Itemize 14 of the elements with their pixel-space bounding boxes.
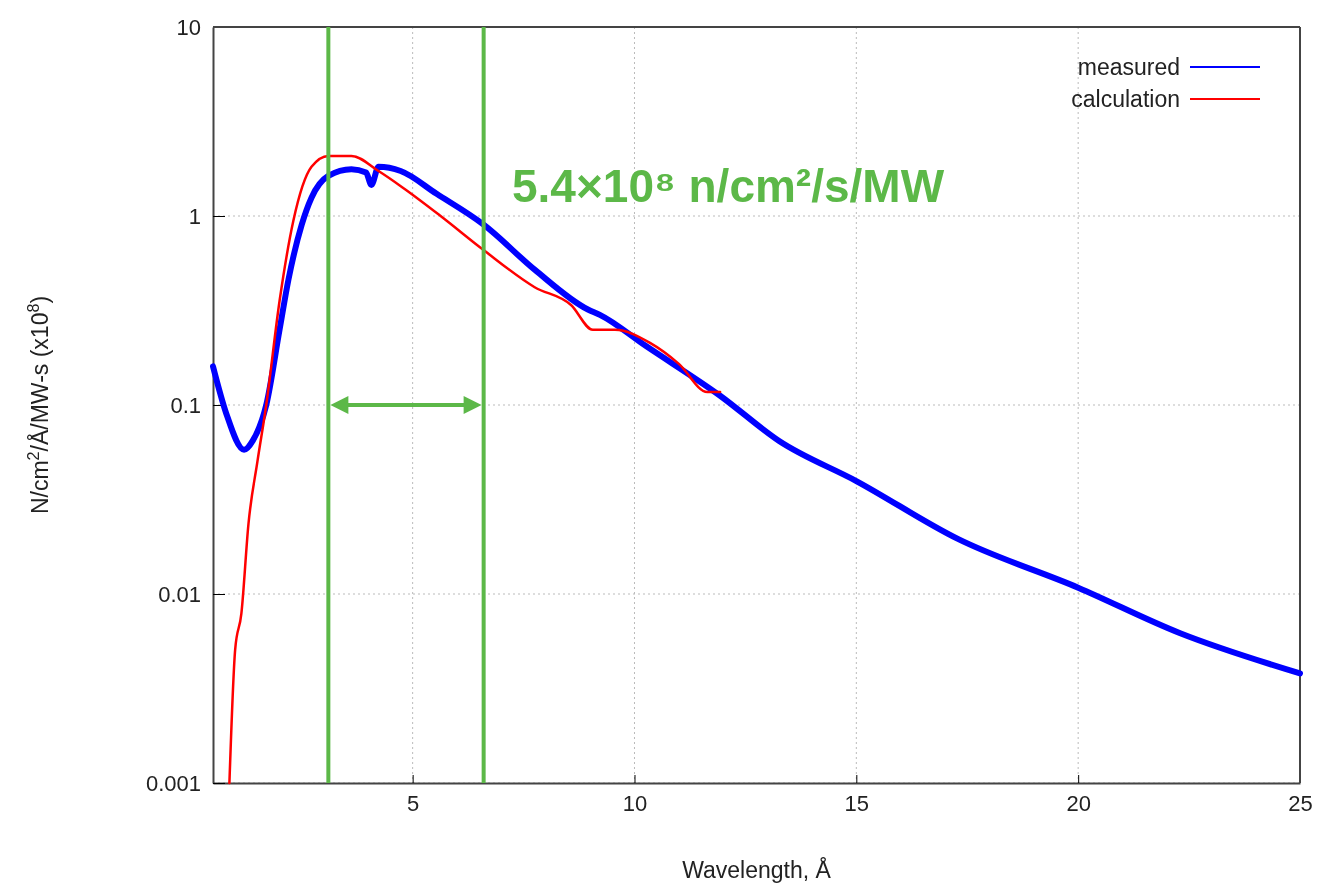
y-tick-label: 10 xyxy=(176,14,201,40)
y-tick-label: 0.1 xyxy=(170,392,201,418)
x-axis-title: Wavelength, Å xyxy=(682,856,832,883)
x-tick-label: 5 xyxy=(407,790,420,816)
x-tick-label: 25 xyxy=(1288,790,1313,816)
y-tick-label: 0.001 xyxy=(145,770,201,796)
annotation: 5.4×10⁸ n/cm²/s/MW xyxy=(512,160,945,212)
y-tick-label: 0.01 xyxy=(158,581,201,607)
x-tick-label: 10 xyxy=(622,790,648,816)
legend-label: measured xyxy=(1077,54,1180,80)
x-tick-label: 15 xyxy=(844,790,870,816)
legend-label: calculation xyxy=(1071,86,1180,112)
x-tick-label: 20 xyxy=(1066,790,1091,816)
y-tick-label: 1 xyxy=(188,203,201,229)
